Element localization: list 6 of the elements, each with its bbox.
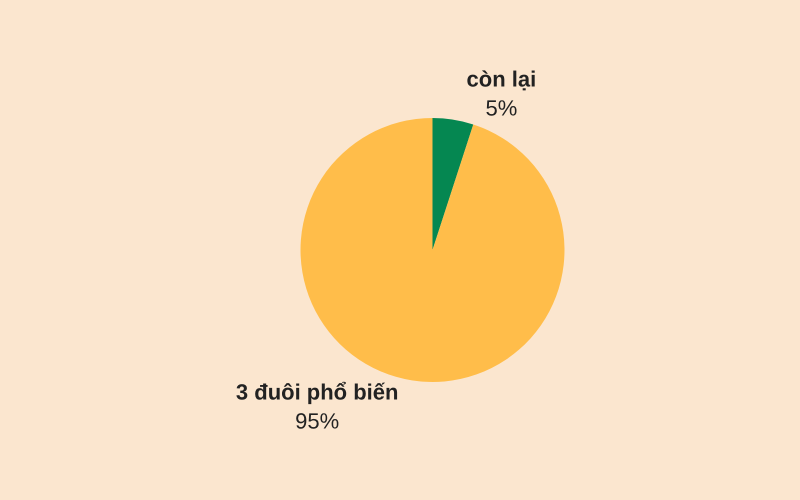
pie-slice xyxy=(300,118,564,382)
data-label: 95% xyxy=(295,408,340,434)
slice-label: 3 đuôi phổ biến xyxy=(236,380,398,405)
slice-label: còn lại xyxy=(466,66,536,92)
pie-slice xyxy=(432,118,474,250)
data-label: 5% xyxy=(485,95,518,120)
